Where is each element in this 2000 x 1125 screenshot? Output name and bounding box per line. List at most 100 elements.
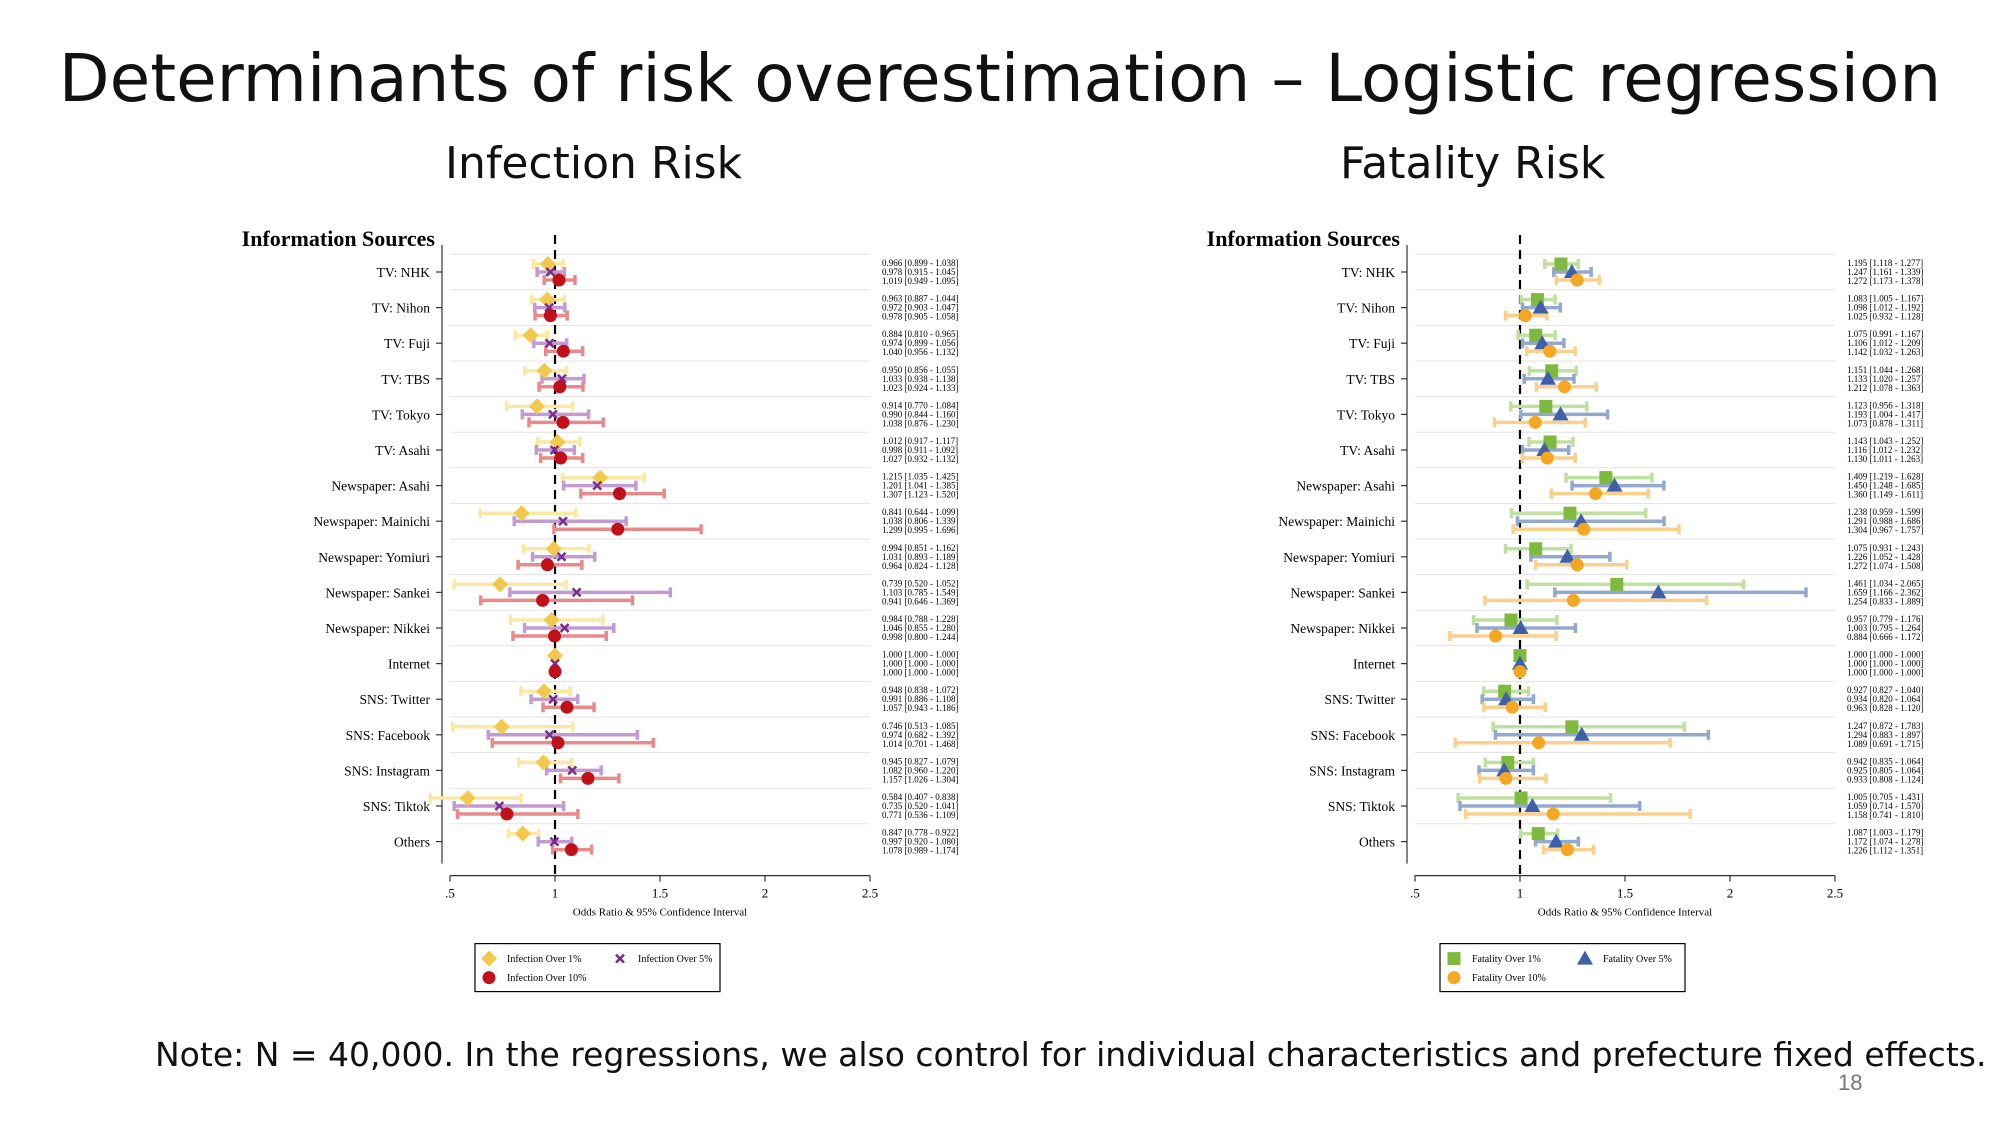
series-2: [455, 275, 703, 855]
category-label: Newspaper: Sankei: [1290, 585, 1395, 600]
legend-marker: [1447, 952, 1461, 966]
point-marker: [543, 309, 557, 323]
data-label: 1.226 [1.112 - 1.351]: [1847, 846, 1923, 856]
data-label: 0.963 [0.887 - 1.044]: [882, 294, 959, 304]
data-label: 1.254 [0.833 - 1.889]: [1847, 596, 1924, 606]
point-marker: [1504, 613, 1518, 627]
point-marker: [554, 451, 568, 465]
point-marker: [1543, 435, 1557, 449]
legend-marker: [482, 971, 496, 985]
data-label: 0.964 [0.824 - 1.128]: [882, 561, 959, 571]
point-marker: [548, 694, 558, 705]
point-marker: [1559, 548, 1576, 563]
point-marker: [544, 338, 555, 349]
data-label: 1.023 [0.924 - 1.133]: [882, 383, 959, 393]
x-tick-label: 1.5: [1617, 886, 1633, 901]
data-label: 0.934 [0.820 - 1.064]: [1847, 694, 1924, 704]
point-marker: [1528, 415, 1542, 429]
infection-panel-title: Infection Risk: [445, 138, 743, 189]
point-marker: [1566, 593, 1580, 607]
point-marker: [513, 505, 530, 522]
data-label: 1.082 [0.960 - 1.220]: [882, 765, 959, 775]
data-label: 1.003 [0.795 - 1.264]: [1847, 623, 1924, 633]
point-marker: [1589, 487, 1603, 501]
data-label: 0.978 [0.915 - 1.045]: [882, 267, 959, 277]
data-label: 0.584 [0.407 - 0.838]: [882, 792, 959, 802]
data-label: 0.933 [0.808 - 1.124]: [1847, 774, 1924, 784]
category-label: Newspaper: Asahi: [331, 479, 430, 494]
legend-marker: [1447, 971, 1461, 985]
data-label: 0.984 [0.788 - 1.228]: [882, 614, 959, 624]
data-label: 1.025 [0.932 - 1.128]: [1847, 312, 1924, 322]
category-label: SNS: Twitter: [1325, 692, 1396, 707]
point-marker: [1518, 309, 1532, 323]
data-label: 0.746 [0.513 - 1.085]: [882, 721, 959, 731]
point-marker: [539, 291, 556, 308]
fatality-panel-title: Fatality Risk: [1340, 138, 1606, 189]
category-label: TV: Nihon: [372, 301, 430, 316]
x-tick-label: .5: [445, 886, 455, 901]
data-label: 1.360 [1.149 - 1.611]: [1847, 490, 1923, 500]
legend-entry: Infection Over 5%: [615, 953, 712, 965]
series-markers-1: [494, 267, 603, 847]
data-label: 1.659 [1.166 - 2.362]: [1847, 587, 1924, 597]
category-label: Others: [1359, 835, 1395, 850]
category-label: SNS: Tiktok: [363, 799, 430, 814]
point-marker: [556, 415, 570, 429]
point-marker: [1570, 558, 1584, 572]
data-label: 1.012 [0.917 - 1.117]: [882, 436, 958, 446]
x-tick-label: 1: [1517, 886, 1524, 901]
point-marker: [1565, 720, 1579, 734]
category-label: TV: Tokyo: [1337, 407, 1395, 422]
point-marker: [1539, 399, 1553, 413]
point-marker: [1570, 273, 1584, 287]
data-label: 1.033 [0.938 - 1.138]: [882, 374, 959, 384]
point-marker: [544, 729, 555, 740]
point-marker: [1489, 629, 1503, 643]
category-label: Newspaper: Yomiuri: [1283, 550, 1395, 565]
data-label: 1.272 [1.074 - 1.508]: [1847, 561, 1924, 571]
data-label: 1.193 [1.004 - 1.417]: [1847, 409, 1924, 419]
point-marker: [1529, 542, 1543, 556]
data-label: 1.195 [1.118 - 1.277]: [1847, 258, 1923, 268]
data-label: 1.450 [1.248 - 1.685]: [1847, 481, 1924, 491]
data-label: 1.040 [0.956 - 1.132]: [882, 347, 959, 357]
data-label: 1.078 [0.989 - 1.174]: [882, 846, 959, 856]
data-label: 0.942 [0.835 - 1.064]: [1847, 756, 1924, 766]
data-label: 0.925 [0.805 - 1.064]: [1847, 765, 1924, 775]
point-marker: [1546, 807, 1560, 821]
point-marker: [494, 801, 505, 811]
data-label: 1.151 [1.044 - 1.268]: [1847, 365, 1924, 375]
point-marker: [545, 267, 556, 277]
category-label: TV: NHK: [1342, 265, 1396, 280]
point-marker: [1499, 771, 1513, 785]
infection-risk-chart: Information Sources TV: NHK TV: Nihon TV: F…: [242, 226, 959, 993]
category-label: SNS: Tiktok: [1328, 799, 1395, 814]
data-label: 1.000 [1.000 - 1.000]: [1847, 659, 1924, 669]
x-tick-label: 2: [762, 886, 769, 901]
point-marker: [1577, 522, 1591, 536]
data-label: 0.974 [0.899 - 1.056]: [882, 338, 959, 348]
slide-title: Determinants of risk overestimation – Lo…: [58, 40, 1942, 117]
point-marker: [1560, 843, 1574, 857]
point-marker: [1512, 655, 1528, 670]
point-marker: [514, 825, 531, 842]
data-label: 1.304 [0.967 - 1.757]: [1847, 525, 1924, 535]
point-marker: [1531, 827, 1545, 841]
data-label: 1.272 [1.173 - 1.378]: [1847, 276, 1924, 286]
category-label: TV: TBS: [1346, 372, 1395, 387]
data-label: 1.038 [0.806 - 1.339]: [882, 516, 959, 526]
data-label: 0.991 [0.886 - 1.108]: [882, 694, 959, 704]
point-marker: [1529, 328, 1543, 342]
data-label: 1.000 [1.000 - 1.000]: [882, 650, 959, 660]
point-marker: [549, 836, 560, 847]
point-marker: [548, 665, 562, 679]
data-label: 0.739 [0.520 - 1.052]: [882, 578, 959, 588]
data-label: 1.027 [0.932 - 1.132]: [882, 454, 959, 464]
data-label: 1.031 [0.893 - 1.189]: [882, 552, 959, 562]
series-markers-0: [1498, 257, 1624, 841]
data-label: 0.847 [0.778 - 0.922]: [882, 828, 959, 838]
point-marker: [1554, 257, 1568, 271]
data-label: 0.957 [0.779 - 1.176]: [1847, 614, 1924, 624]
point-marker: [543, 612, 560, 628]
